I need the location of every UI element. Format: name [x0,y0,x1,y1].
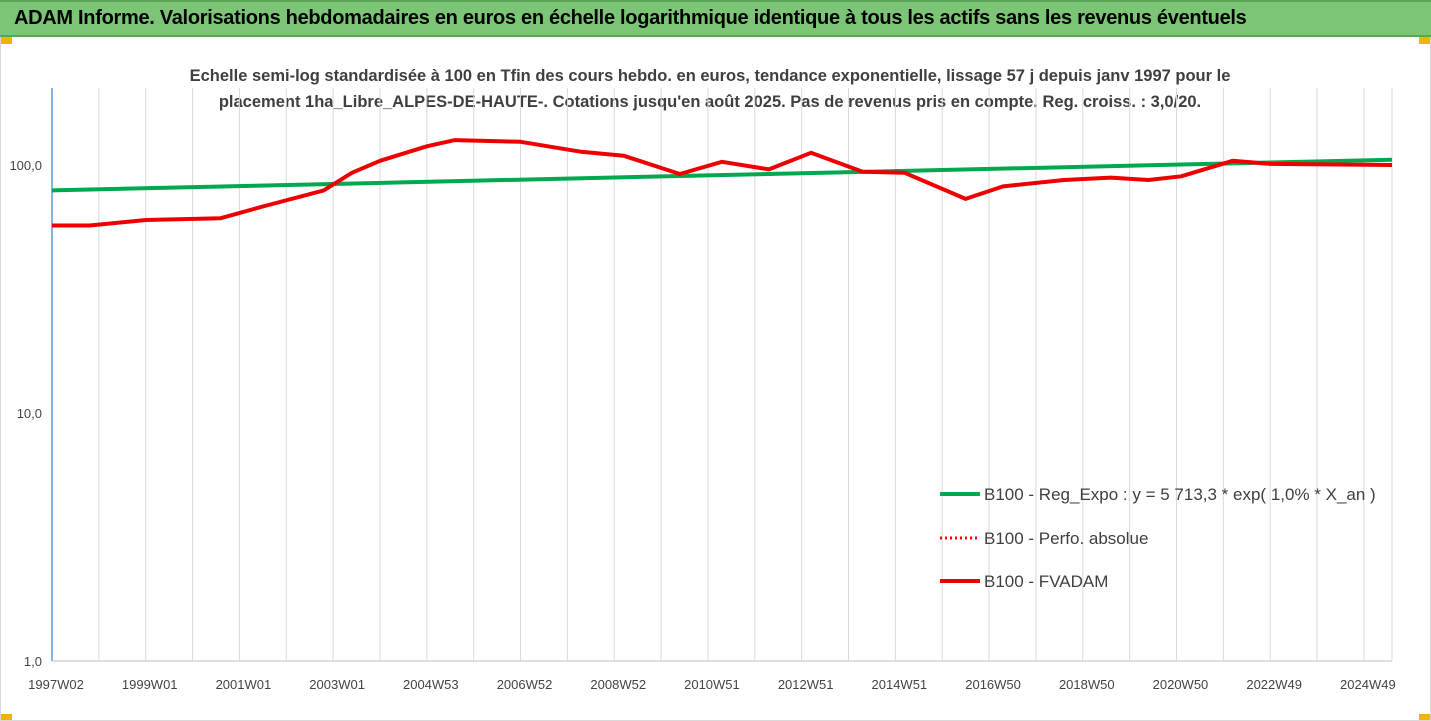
report-title: ADAM Informe. Valorisations hebdomadaire… [14,7,1247,29]
x-tick-label: 2016W50 [965,677,1021,692]
corner-marker-left [0,37,12,44]
legend-label-0: B100 - Reg_Expo : y = 5 713,3 * exp( 1,0… [984,485,1376,504]
x-tick-label: 2010W51 [684,677,740,692]
x-tick-label: 1997W02 [28,677,84,692]
x-tick-label: 2020W50 [1153,677,1209,692]
legend-label-2: B100 - FVADAM [984,572,1108,591]
x-tick-label: 2024W49 [1340,677,1396,692]
x-tick-label: 2018W50 [1059,677,1115,692]
x-tick-label: 1999W01 [122,677,178,692]
legend-label-1: B100 - Perfo. absolue [984,529,1148,548]
x-tick-label: 2014W51 [872,677,928,692]
corner-marker-bottom-right [1419,714,1431,721]
x-tick-label: 2001W01 [216,677,272,692]
x-tick-label: 2022W49 [1246,677,1302,692]
series-line-2 [52,138,1393,228]
y-tick-label: 1,0 [24,654,42,669]
report-banner: ADAM Informe. Valorisations hebdomadaire… [0,0,1431,37]
x-tick-label: 2012W51 [778,677,834,692]
y-tick-label: 100,0 [9,158,42,173]
x-tick-label: 2003W01 [309,677,365,692]
corner-marker-bottom-left [0,714,12,721]
series-line-0 [51,157,1393,193]
x-tick-label: 2004W53 [403,677,459,692]
x-tick-label: 2008W52 [590,677,646,692]
y-tick-label: 10,0 [17,406,42,421]
chart-title-line-1: Echelle semi-log standardisée à 100 en T… [189,67,1231,85]
corner-marker-right [1419,37,1431,44]
x-tick-label: 2006W52 [497,677,553,692]
chart-title-line-2: placement 1ha_Libre_ALPES-DE-HAUTE-. Cot… [218,93,1202,111]
